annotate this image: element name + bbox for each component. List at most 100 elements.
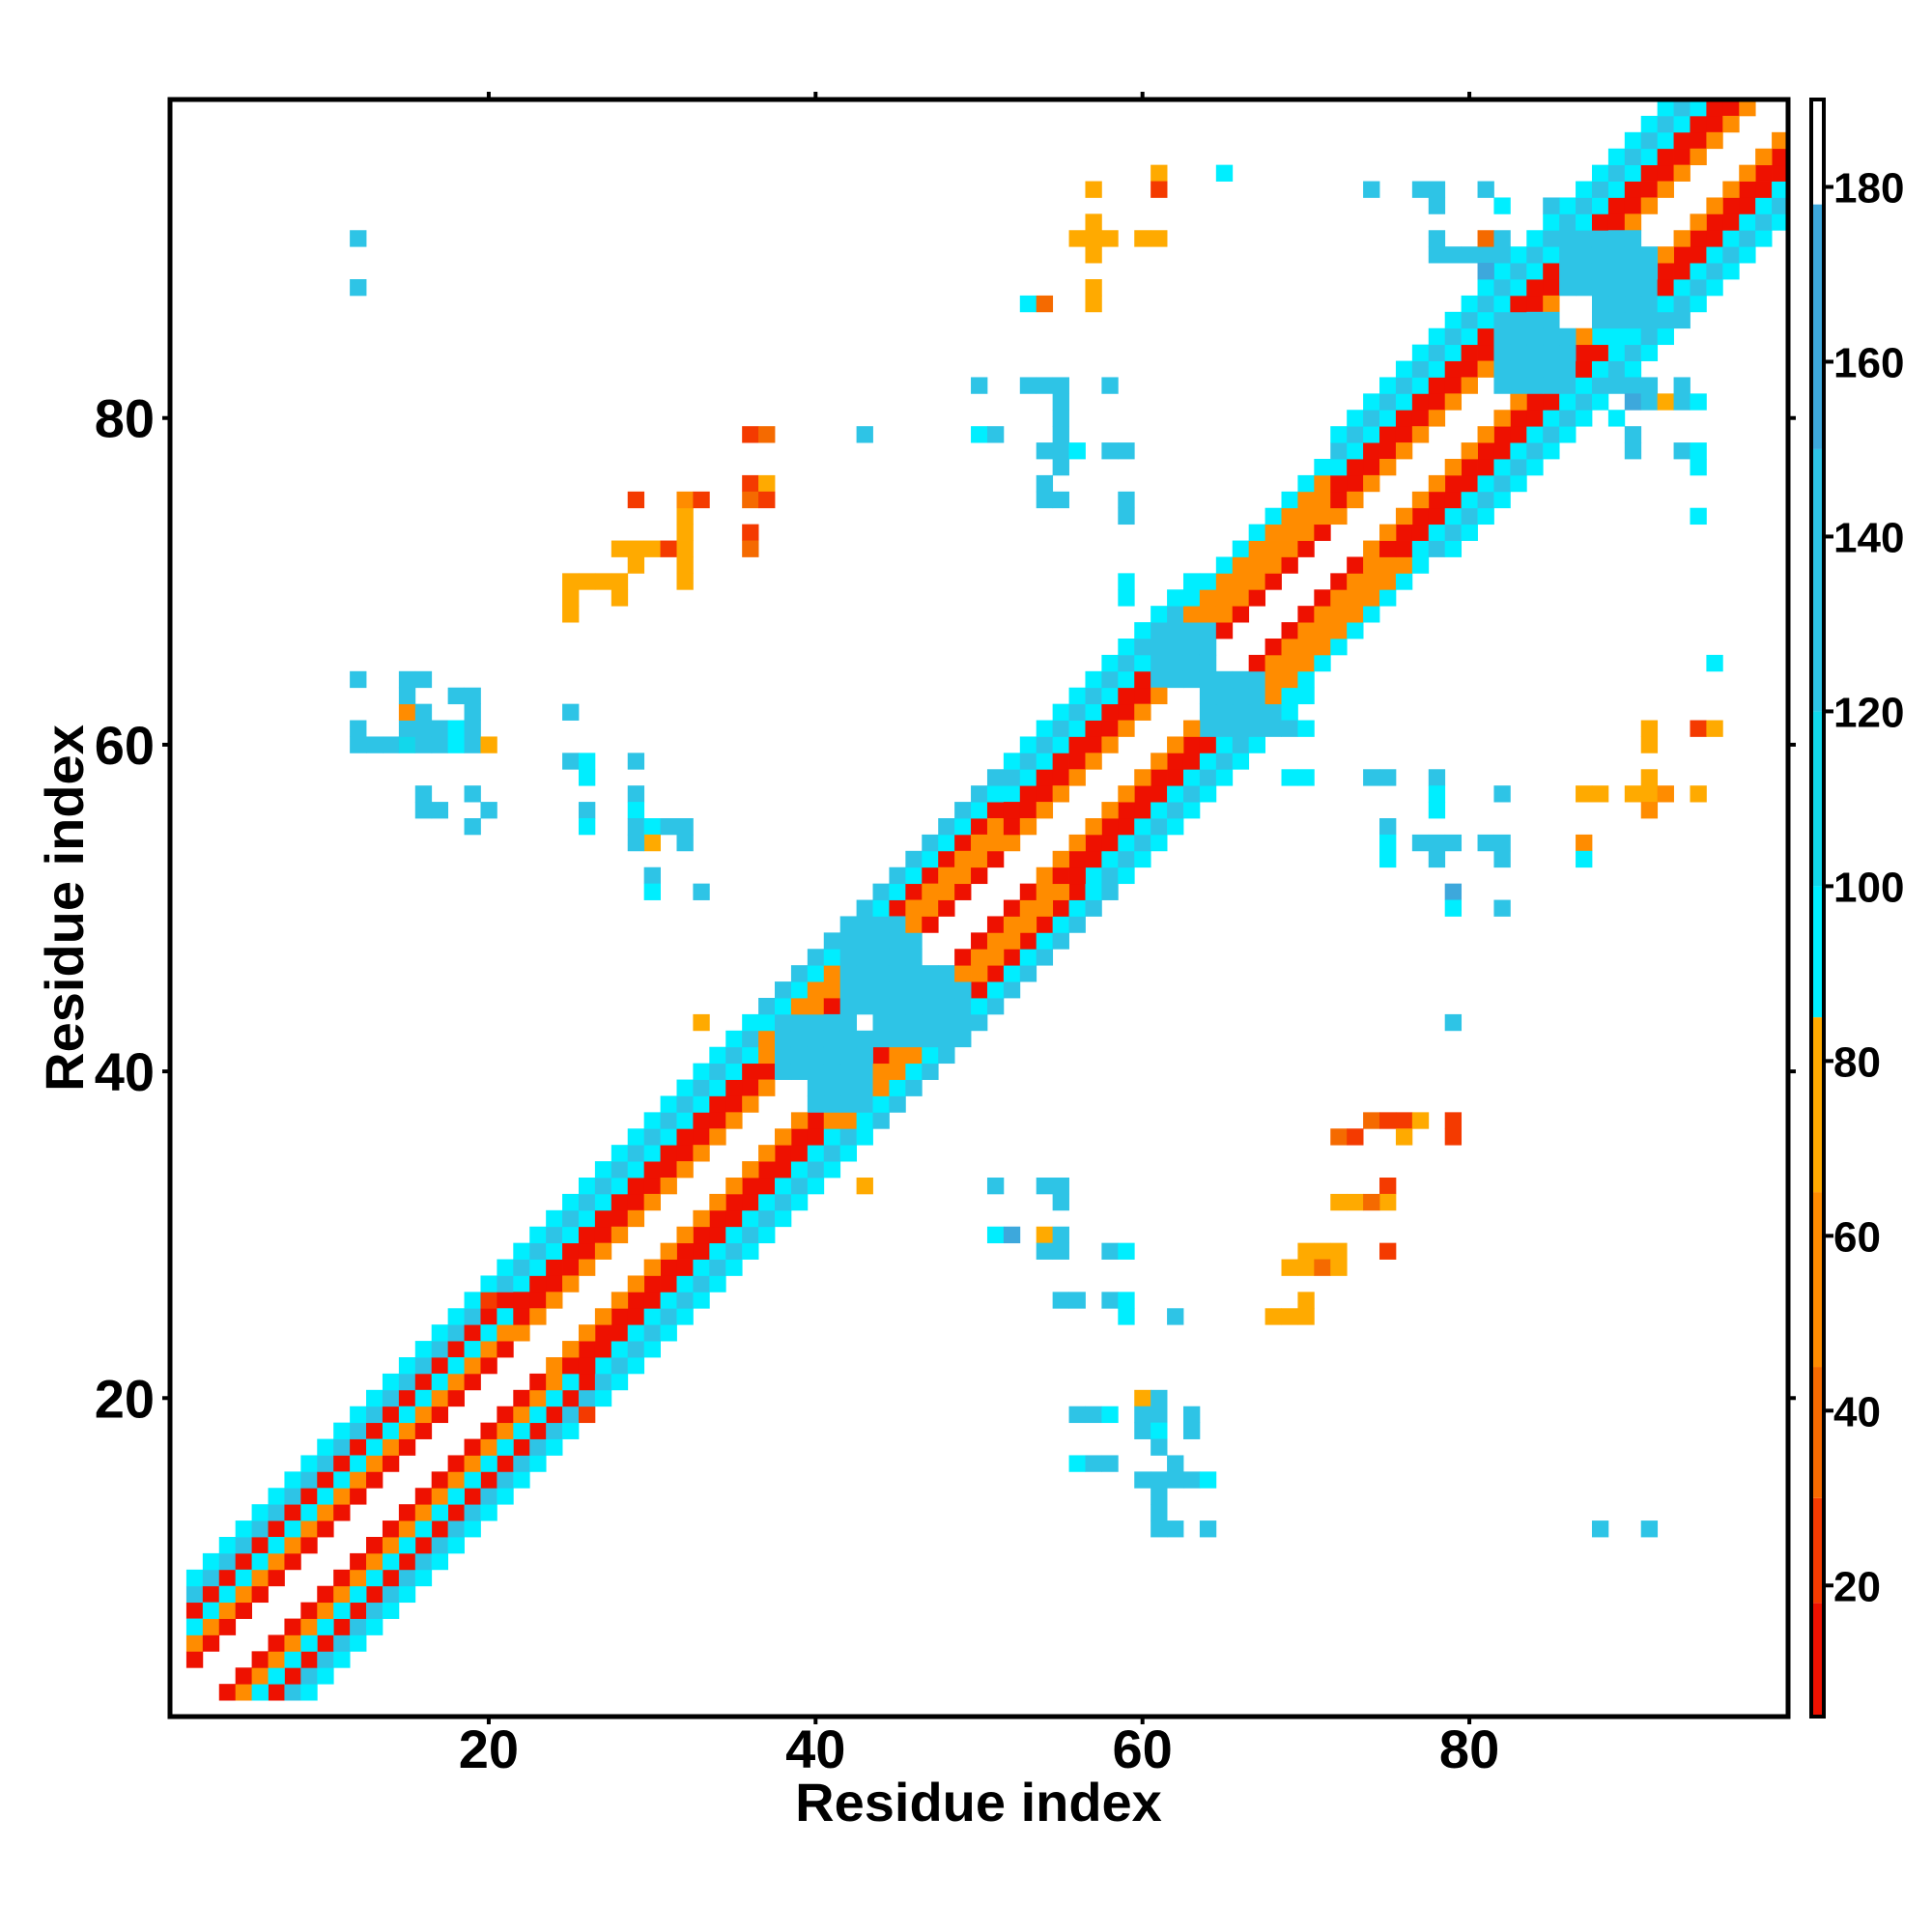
heatmap-cell	[725, 1112, 743, 1129]
heatmap-cell	[742, 540, 759, 557]
heatmap-cell	[350, 1455, 367, 1472]
heatmap-cell	[1182, 654, 1201, 672]
heatmap-cell	[1019, 802, 1037, 819]
heatmap-cell	[643, 818, 661, 836]
heatmap-cell	[1607, 148, 1626, 166]
heatmap-cell	[1624, 148, 1642, 166]
heatmap-cell	[464, 1324, 481, 1342]
heatmap-cell	[333, 1455, 351, 1472]
heatmap-cell	[1019, 818, 1037, 836]
heatmap-cell	[807, 1046, 825, 1065]
heatmap-cell	[1151, 1422, 1168, 1439]
heatmap-cell	[1215, 753, 1234, 770]
heatmap-cell	[1477, 459, 1494, 476]
heatmap-cell	[1772, 213, 1789, 231]
heatmap-cell	[725, 1095, 743, 1113]
heatmap-cell	[529, 1226, 547, 1244]
heatmap-cell	[1085, 703, 1102, 721]
heatmap-cell	[775, 1030, 792, 1048]
heatmap-cell	[431, 1357, 449, 1375]
heatmap-cell	[1755, 197, 1773, 214]
heatmap-cell	[350, 1585, 367, 1604]
heatmap-cell	[1428, 393, 1446, 411]
heatmap-cell	[1330, 507, 1348, 526]
heatmap-cell	[1036, 1226, 1054, 1244]
heatmap-cell	[1607, 311, 1626, 329]
heatmap-cell	[1607, 164, 1626, 182]
heatmap-cell	[447, 736, 465, 753]
heatmap-cell	[218, 1602, 237, 1619]
heatmap-cell	[725, 1259, 743, 1276]
heatmap-cell	[1347, 426, 1364, 443]
heatmap-cell	[1576, 327, 1593, 346]
heatmap-cell	[1347, 589, 1364, 607]
heatmap-cell	[775, 1178, 792, 1195]
heatmap-cell	[1215, 769, 1234, 786]
heatmap-cell	[1068, 1455, 1086, 1472]
heatmap-cell	[823, 1112, 841, 1129]
heatmap-cell	[529, 1259, 547, 1276]
heatmap-cell	[872, 949, 890, 966]
heatmap-cell	[1624, 426, 1642, 443]
heatmap-cell	[366, 1602, 384, 1619]
heatmap-cell	[562, 1406, 580, 1424]
heatmap-cell	[1673, 99, 1690, 117]
heatmap-cell	[954, 850, 972, 868]
heatmap-cell	[1248, 720, 1265, 737]
heatmap-cell	[1118, 670, 1135, 689]
heatmap-cell	[594, 1308, 612, 1325]
heatmap-cell	[1690, 720, 1707, 737]
heatmap-cell	[1526, 295, 1544, 313]
heatmap-cell	[627, 1308, 645, 1325]
heatmap-cell	[464, 1373, 481, 1391]
heatmap-cell	[1624, 327, 1642, 346]
heatmap-cell	[709, 1079, 726, 1096]
heatmap-cell	[1739, 197, 1756, 214]
heatmap-cell	[1690, 459, 1707, 476]
heatmap-cell	[300, 1667, 318, 1685]
heatmap-cell	[1624, 164, 1642, 182]
heatmap-cell	[922, 883, 939, 900]
heatmap-cell	[300, 1488, 318, 1505]
heatmap-cell	[382, 1537, 400, 1554]
heatmap-cell	[366, 1422, 384, 1439]
heatmap-cell	[1755, 164, 1773, 182]
heatmap-cell	[1624, 181, 1642, 198]
heatmap-cell	[1657, 295, 1674, 313]
heatmap-cell	[1314, 1242, 1331, 1260]
heatmap-cell	[1461, 344, 1478, 361]
heatmap-cell	[742, 1178, 759, 1195]
heatmap-cell	[414, 802, 433, 819]
heatmap-cell	[1510, 246, 1527, 264]
heatmap-cell	[986, 998, 1005, 1015]
heatmap-cell	[1151, 769, 1168, 786]
heatmap-cell	[1052, 1292, 1069, 1309]
heatmap-cell	[1003, 1226, 1021, 1244]
heatmap-cell	[513, 1292, 530, 1309]
heatmap-cell	[414, 1537, 433, 1554]
heatmap-cell	[300, 1537, 318, 1554]
heatmap-cell	[676, 507, 694, 526]
heatmap-cell	[1624, 197, 1642, 214]
heatmap-cell	[1085, 687, 1102, 705]
heatmap-cell	[1607, 344, 1626, 361]
heatmap-cell	[1411, 1112, 1430, 1129]
heatmap-cell	[317, 1585, 334, 1604]
heatmap-cell	[971, 850, 988, 868]
heatmap-cell	[986, 834, 1005, 852]
heatmap-cell	[1347, 1128, 1364, 1146]
heatmap-cell	[333, 1634, 351, 1652]
heatmap-cell	[333, 1618, 351, 1635]
heatmap-cell	[1461, 474, 1478, 493]
heatmap-cell	[202, 1602, 220, 1619]
heatmap-cell	[1036, 899, 1054, 917]
heatmap-cell	[1036, 736, 1054, 753]
heatmap-cell	[562, 1242, 580, 1260]
heatmap-cell	[643, 1292, 661, 1309]
heatmap-cell	[807, 1030, 825, 1048]
y-tick-label: 20	[95, 1368, 155, 1429]
heatmap-cell	[1330, 474, 1348, 493]
heatmap-cell	[1101, 670, 1119, 689]
heatmap-cell	[1019, 899, 1037, 917]
heatmap-cell	[922, 867, 939, 885]
